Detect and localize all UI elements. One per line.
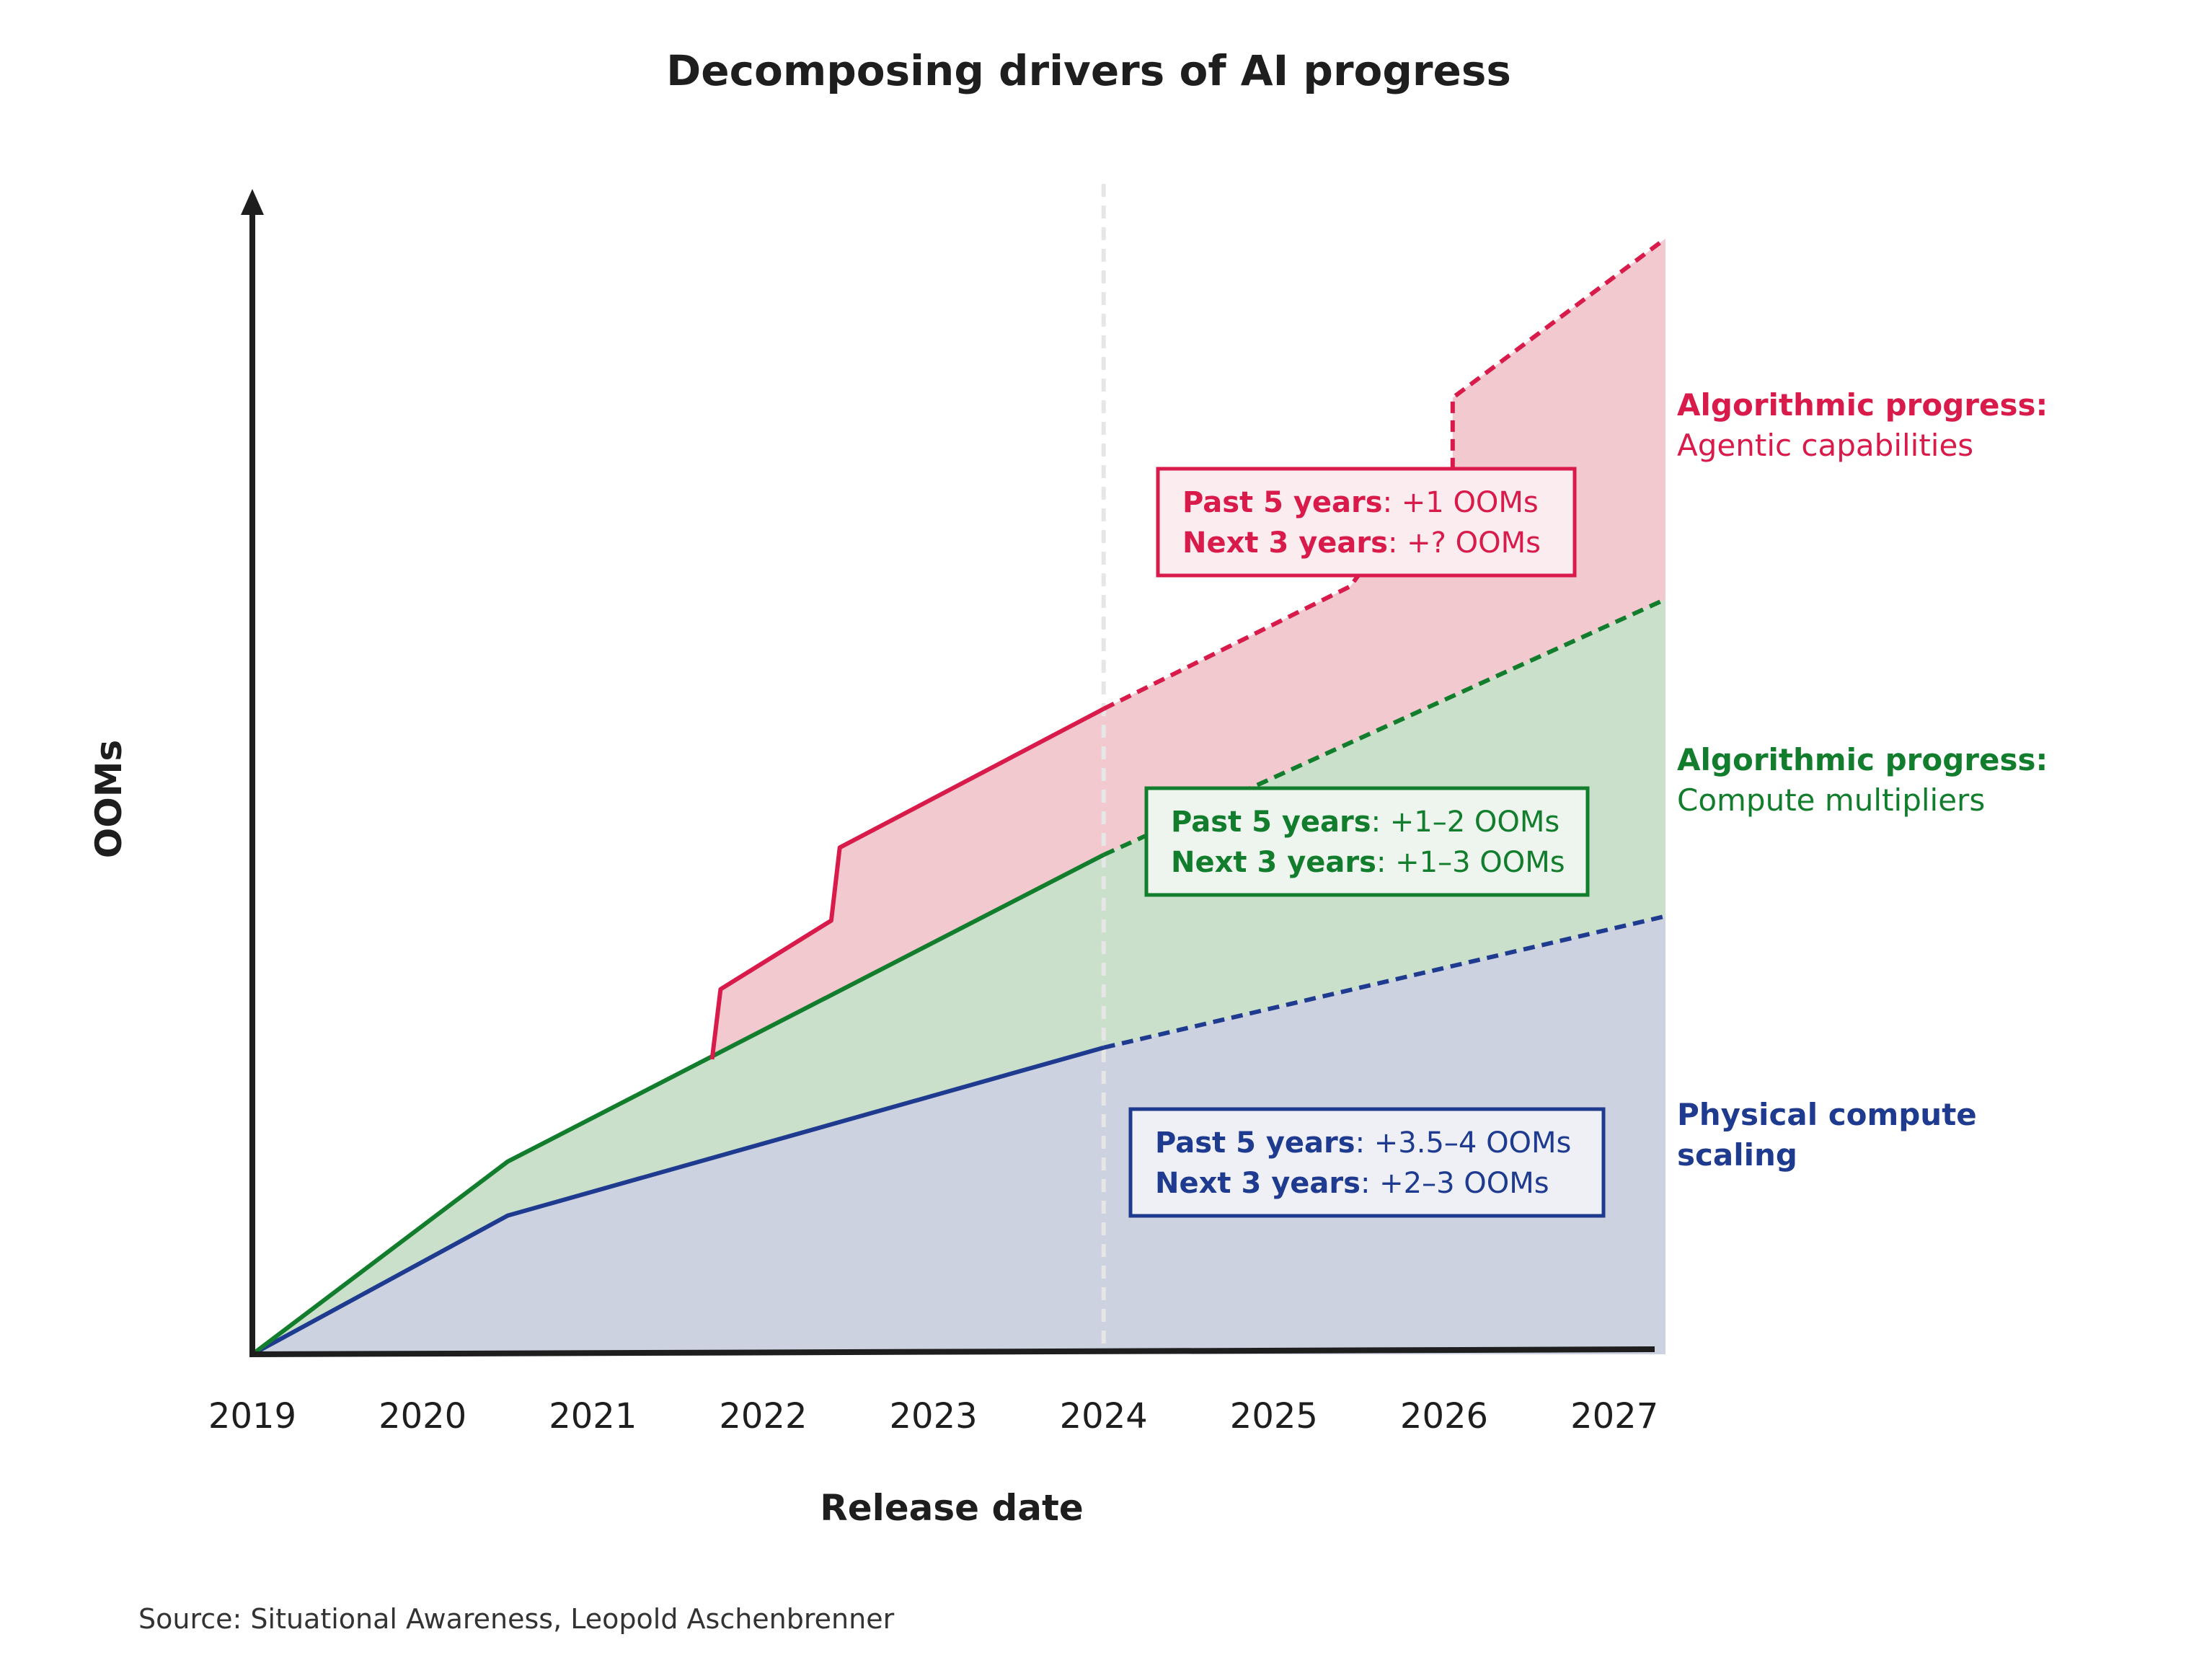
legend-agentic-name: Algorithmic progress: [1677, 387, 2048, 423]
info-box-multipliers-next-value: : +1–3 OOMs [1376, 846, 1565, 879]
info-box-agentic-past: Past 5 years: +1 OOMs [1182, 486, 1539, 519]
info-box-agentic-next-label: Next 3 years [1182, 526, 1388, 560]
info-box-multipliers-next-label: Next 3 years [1171, 846, 1376, 879]
x-tick-2019: 2019 [208, 1396, 296, 1437]
y-axis-label: OOMs [88, 740, 130, 859]
x-tick-2027: 2027 [1570, 1396, 1658, 1437]
axes [241, 189, 1655, 1357]
info-box-multipliers-past-value: : +1–2 OOMs [1371, 806, 1560, 839]
line-physical-historical [251, 1045, 1105, 1356]
area-agentic [712, 238, 1665, 1059]
x-axis-label: Release date [820, 1487, 1084, 1529]
info-box-agentic-past-label: Past 5 years [1182, 486, 1383, 519]
info-box-physical-next-value: : +2–3 OOMs [1361, 1167, 1549, 1200]
info-box-agentic-past-value: : +1 OOMs [1383, 486, 1539, 519]
source-note: Source: Situational Awareness, Leopold A… [138, 1603, 895, 1635]
info-box-multipliers-next: Next 3 years: +1–3 OOMs [1171, 846, 1565, 879]
x-axis [249, 1346, 1655, 1357]
legend-physical-name: Physical compute scaling [1677, 1097, 1987, 1173]
legend-agentic-subtitle: Agentic capabilities [1677, 428, 1973, 463]
x-tick-2025: 2025 [1230, 1396, 1318, 1437]
info-box-physical-past-value: : +3.5–4 OOMs [1355, 1126, 1572, 1160]
info-box-agentic-frame [1156, 467, 1577, 578]
legend-physical-line-2: scaling [1677, 1137, 1797, 1173]
info-box-multipliers-past: Past 5 years: +1–2 OOMs [1171, 806, 1560, 839]
info-box-physical-past-label: Past 5 years [1155, 1126, 1355, 1160]
line-agentic-historical [709, 707, 1105, 1060]
legend: Algorithmic progress: Agentic capabiliti… [1677, 387, 2048, 1173]
info-box-physical-frame [1128, 1107, 1606, 1218]
info-box-physical-next: Next 3 years: +2–3 OOMs [1155, 1167, 1549, 1200]
line-physical-projected [1103, 914, 1666, 1050]
x-tick-2020: 2020 [379, 1396, 466, 1437]
y-axis-arrow-icon [241, 189, 264, 215]
info-box-physical-next-label: Next 3 years [1155, 1167, 1361, 1200]
legend-physical-line-1: Physical compute [1677, 1097, 1977, 1132]
info-box-physical-past: Past 5 years: +3.5–4 OOMs [1155, 1126, 1571, 1160]
line-agentic-projected [1102, 237, 1667, 711]
info-box-agentic-next-value: : +? OOMs [1388, 526, 1541, 560]
legend-multipliers-name: Algorithmic progress: [1677, 742, 2048, 777]
info-box-agentic-next: Next 3 years: +? OOMs [1182, 526, 1541, 560]
x-tick-2022: 2022 [719, 1396, 807, 1437]
info-box-agentic: Past 5 years: +1 OOMs Next 3 years: +? OO… [1156, 467, 1577, 578]
x-tick-2026: 2026 [1400, 1396, 1488, 1437]
area-physical [252, 916, 1665, 1354]
x-tick-2023: 2023 [890, 1396, 978, 1437]
line-multipliers-historical [251, 852, 1105, 1356]
x-tick-2021: 2021 [549, 1396, 637, 1437]
x-tick-2024: 2024 [1060, 1396, 1148, 1437]
info-box-multipliers-past-label: Past 5 years [1171, 806, 1371, 839]
info-box-multipliers-frame [1144, 786, 1590, 897]
x-tick-labels: 2019 2020 2021 2022 2023 2024 2025 2026 2027 [208, 1396, 1658, 1437]
legend-multipliers-subtitle: Compute multipliers [1677, 782, 1985, 818]
chart-title: Decomposing drivers of AI progress [666, 46, 1511, 95]
